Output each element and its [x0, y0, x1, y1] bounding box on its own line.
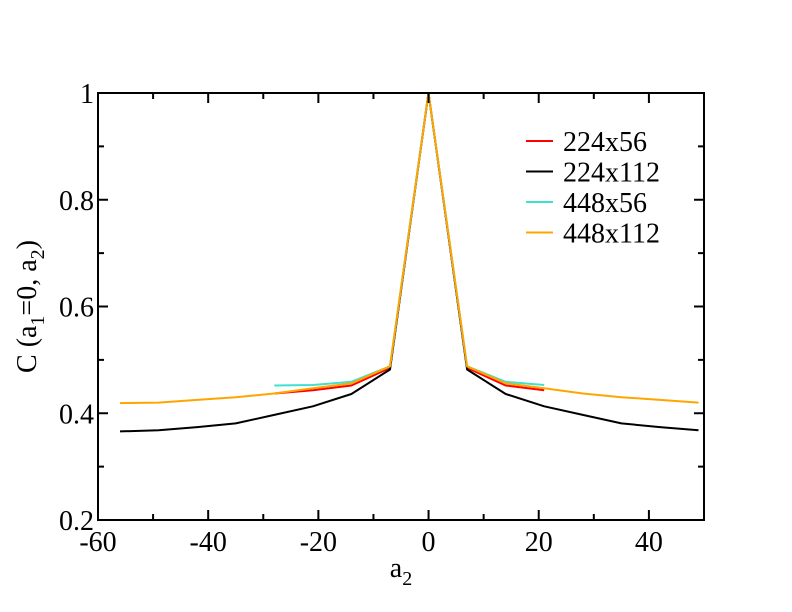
series-line-224x56 [274, 92, 545, 395]
legend-label-448x56: 448x56 [563, 188, 647, 219]
x-axis-label-base: a [390, 553, 403, 584]
y-tick-label: 0.4 [59, 399, 94, 430]
y-axis-label-part-1: C (a [12, 325, 43, 373]
ticks-layer [97, 92, 704, 521]
legend-label-224x56: 224x56 [563, 127, 647, 158]
legend-label-448x112: 448x112 [563, 219, 660, 250]
x-tick-label: 20 [525, 527, 553, 558]
y-axis-label-part-2: =0, a [12, 259, 43, 316]
series-layer [119, 92, 699, 433]
x-tick-label: 0 [422, 527, 436, 558]
x-tick-label: -40 [190, 527, 227, 558]
y-axis-label: C (a1=0, a2) [12, 240, 49, 373]
legend-label-224x112: 224x112 [563, 158, 660, 189]
x-axis-label: a2 [390, 553, 412, 590]
y-tick-label: 0.6 [59, 293, 94, 324]
series-line-448x112 [119, 92, 699, 405]
tick-labels-layer: -60 -40 -20 0 20 40 0.2 0.4 0.6 0.8 1 [59, 79, 663, 558]
series-line-448x56 [274, 92, 545, 387]
x-tick-label: -20 [300, 527, 337, 558]
y-tick-label: 1 [80, 79, 94, 110]
x-tick-label: -60 [79, 527, 116, 558]
y-tick-label: 0.8 [59, 186, 94, 217]
y-tick-label: 0.2 [59, 506, 94, 537]
y-axis-label-sub-1: 1 [27, 316, 49, 326]
x-tick-label: 40 [635, 527, 663, 558]
x-axis-label-sub: 2 [402, 568, 412, 590]
y-axis-label-sub-2: 2 [27, 249, 49, 259]
y-axis-label-part-3: ) [12, 240, 43, 249]
